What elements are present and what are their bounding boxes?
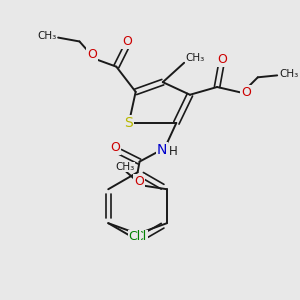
- Text: CH₃: CH₃: [37, 31, 56, 40]
- Text: Cl: Cl: [135, 230, 147, 243]
- Text: H: H: [169, 146, 178, 158]
- Text: Cl: Cl: [128, 230, 140, 243]
- Text: O: O: [134, 175, 144, 188]
- Text: CH₃: CH₃: [116, 162, 135, 172]
- Text: O: O: [241, 86, 251, 99]
- Text: CH₃: CH₃: [279, 69, 298, 80]
- Text: O: O: [122, 35, 132, 48]
- Text: S: S: [124, 116, 133, 130]
- Text: O: O: [217, 53, 227, 66]
- Text: O: O: [110, 141, 120, 154]
- Text: CH₃: CH₃: [185, 53, 204, 63]
- Text: N: N: [157, 143, 167, 157]
- Text: O: O: [87, 48, 97, 61]
